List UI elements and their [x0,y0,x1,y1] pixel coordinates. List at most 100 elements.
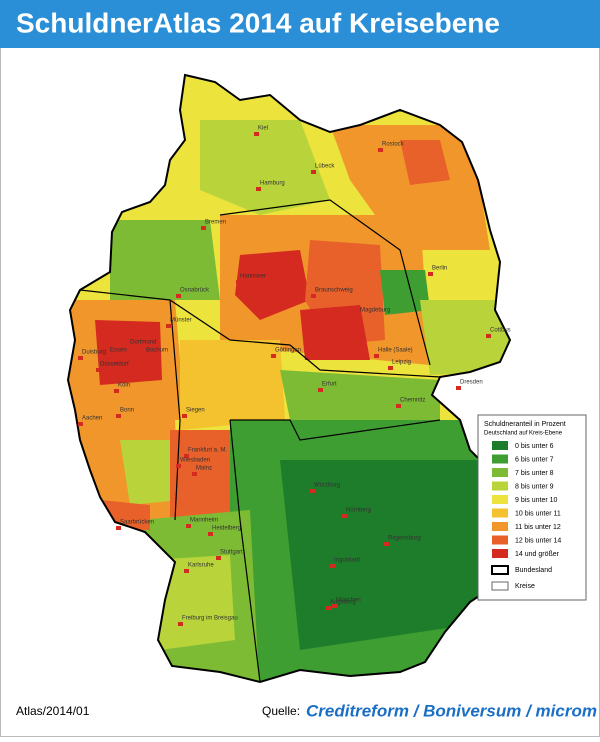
country-border [66,73,542,684]
city-marker [116,414,121,418]
legend-swatch [492,454,508,464]
legend-state-swatch [491,565,509,575]
legend: Schuldneranteil in Prozent Deutschland a… [477,414,587,601]
legend-label: 10 bis unter 11 [515,510,561,517]
city-label: Berlin [432,266,447,272]
city-marker [178,622,183,626]
city-marker [184,454,189,458]
city-marker [254,132,259,136]
city-marker [330,564,335,568]
city-label: Braunschweig [315,288,353,294]
source-label: Quelle: [262,704,300,718]
city-marker [176,464,181,468]
city-label: Augsburg [330,600,356,606]
legend-items: 0 bis unter 6 6 bis unter 7 7 bis unter 8 8… [492,441,561,558]
city-label: Mainz [196,466,212,472]
city-marker [256,187,261,191]
city-marker [396,404,401,408]
city-marker [184,569,189,573]
city-marker [311,170,316,174]
city-label: Bochum [146,348,168,354]
city-label: Rostock [382,142,405,148]
city-label: Freiburg im Breisgau [182,616,238,622]
city-marker [114,389,119,393]
legend-swatch [492,522,508,531]
city-label: Essen [110,348,127,354]
city-label: Düsseldorf [100,362,129,368]
city-label: Münster [170,318,192,324]
city-marker [201,226,206,230]
city-marker [166,324,171,328]
city-marker [78,356,83,360]
legend-subtitle: Deutschland auf Kreis-Ebene [484,431,563,437]
city-marker [311,294,316,298]
city-marker [428,272,433,276]
city-label: Duisburg [82,350,106,356]
legend-swatch [492,441,508,450]
city-marker [176,294,181,298]
city-label: Köln [118,383,130,389]
footer-id: Atlas/2014/01 [16,704,90,718]
city-label: Hamburg [260,181,285,187]
source-logo: Creditreform / Boniversum / microm [306,701,597,720]
legend-label: 8 bis unter 9 [515,483,554,490]
city-marker [96,368,101,372]
city-label: Dresden [460,380,483,386]
city-marker [326,606,331,610]
city-label: Erfurt [322,382,337,388]
city-marker [486,334,491,338]
city-label: Würzburg [314,483,340,489]
city-label: Chemnitz [400,398,425,404]
legend-label: 12 bis unter 14 [515,537,561,544]
city-marker [332,604,337,608]
city-label: Magdeburg [360,308,390,314]
city-label: Wiesbaden [180,458,210,464]
city-label: Osnabrück [180,288,210,294]
city-marker [186,524,191,528]
legend-label: 0 bis unter 6 [515,443,554,450]
legend-swatch [492,535,508,545]
city-marker [318,388,323,392]
legend-swatch [492,508,508,518]
legend-border-label: Kreise [515,583,535,590]
city-marker [388,366,393,370]
city-label: Göttingen [275,348,301,354]
legend-label: 7 bis unter 8 [515,470,554,477]
city-label: Frankfurt a. M. [188,448,227,454]
city-label: Aachen [82,416,102,422]
city-label: Stuttgart [220,550,243,556]
legend-label: 9 bis unter 10 [515,497,558,504]
legend-border-label: Bundesland [515,567,552,574]
city-label: Nürnberg [346,508,371,514]
city-label: Saarbrücken [120,520,154,526]
city-label: Regensburg [388,536,421,542]
city-marker [456,386,461,390]
city-marker [142,354,147,358]
city-label: Heidelberg [212,526,241,532]
city-label: Siegen [186,408,205,414]
state-borders [79,199,441,683]
city-label: Kiel [258,126,268,132]
city-marker [116,526,121,530]
city-label: Cottbus [490,328,511,334]
city-marker [356,314,361,318]
city-marker [374,354,379,358]
city-marker [384,542,389,546]
city-label: Leipzig [392,360,411,366]
city-marker [106,354,111,358]
city-marker [310,489,315,493]
city-marker [182,414,187,418]
city-label: Ingolstadt [334,558,360,564]
city-label: Karlsruhe [188,563,214,569]
city-marker [236,280,241,284]
city-label: München [336,598,361,604]
city-marker [271,354,276,358]
city-label: Lübeck [315,164,335,170]
legend-swatch [492,468,508,477]
city-label: Bremen [205,220,226,226]
city-label: Dortmund [130,340,156,346]
city-label: Mannheim [190,518,218,524]
legend-swatch [492,481,508,491]
city-label: Bonn [120,408,134,414]
